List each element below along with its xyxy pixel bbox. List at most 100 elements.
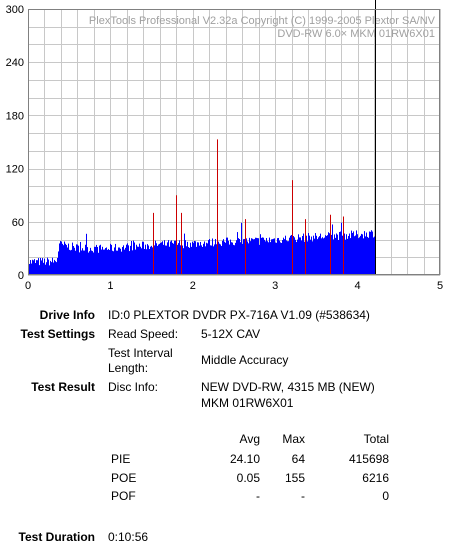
pie-bar — [372, 231, 373, 275]
pie-bar — [143, 241, 144, 275]
pie-bar — [156, 243, 157, 275]
pie-bar — [66, 245, 67, 275]
pie-bar — [124, 249, 125, 275]
pie-bar — [259, 244, 260, 275]
pie-bar — [231, 242, 232, 275]
pie-bar — [103, 249, 104, 275]
pie-bar — [333, 239, 334, 275]
pie-bar — [88, 252, 89, 275]
pie-bar — [244, 238, 245, 275]
pie-bar — [162, 241, 163, 275]
pie-bar — [89, 251, 90, 275]
pie-bar — [178, 243, 179, 275]
y-tick-label: 180 — [6, 110, 24, 122]
x-tick-label: 1 — [107, 280, 113, 292]
pie-bar — [148, 245, 149, 275]
row-pie-total: 415698 — [348, 452, 389, 466]
pie-bar — [357, 234, 358, 275]
drive-info-value: ID:0 PLEXTOR DVDR PX-716A V1.09 (#538634… — [108, 308, 370, 322]
pie-bar — [86, 233, 87, 275]
pie-bar — [298, 234, 299, 275]
pie-bar — [326, 235, 327, 275]
pie-bar — [220, 244, 221, 275]
pie-bar — [49, 265, 50, 275]
pie-bar — [337, 234, 338, 275]
pie-bar — [159, 243, 160, 275]
pie-bar — [52, 257, 53, 275]
pie-bar — [230, 239, 231, 275]
row-poe-avg: 0.05 — [236, 471, 260, 485]
pie-bar — [78, 245, 79, 275]
pie-bar — [265, 241, 266, 275]
x-tick-label: 0 — [25, 280, 31, 292]
pie-bar — [346, 234, 347, 275]
pie-bar — [241, 222, 242, 275]
pie-bar — [74, 247, 75, 275]
pie-bar — [169, 246, 170, 275]
pie-bar — [145, 244, 146, 275]
pie-bar — [219, 243, 220, 275]
pie-bar — [87, 247, 88, 275]
pie-bar — [47, 257, 48, 275]
pie-bar — [32, 259, 33, 275]
pie-bar — [285, 235, 286, 275]
chart-title-line: PlexTools Professional V2.32a Copyright … — [89, 15, 436, 27]
pie-bar — [300, 237, 301, 275]
pie-bar — [144, 248, 145, 275]
pie-bar — [118, 247, 119, 275]
pie-bar — [85, 244, 86, 275]
pie-bar — [187, 241, 188, 275]
pie-bar — [237, 232, 238, 275]
y-tick-label: 0 — [18, 270, 24, 282]
pie-bar — [83, 250, 84, 275]
pie-bar — [29, 263, 30, 275]
pie-bar — [64, 241, 65, 275]
pie-bar — [345, 239, 346, 275]
pie-bar — [224, 241, 225, 275]
pie-bar — [286, 240, 287, 275]
pie-bar — [122, 247, 123, 275]
pie-bar — [339, 231, 340, 275]
pie-bar — [137, 246, 138, 275]
pie-bar — [362, 234, 363, 275]
pie-bar — [180, 245, 181, 275]
pie-bar — [112, 250, 113, 275]
pie-bar — [59, 243, 60, 275]
pie-bar — [313, 235, 314, 275]
pie-bar — [121, 251, 122, 275]
pie-bar — [369, 231, 370, 275]
pie-chart: PlexTools Professional V2.32a Copyright … — [6, 0, 443, 292]
pie-bar — [139, 243, 140, 275]
pie-bar — [167, 242, 168, 275]
pie-bar — [213, 246, 214, 275]
pie-bar — [54, 259, 55, 275]
pie-bar — [168, 240, 169, 275]
pie-bar — [62, 243, 63, 275]
interval-label-line1: Test Interval — [108, 346, 173, 360]
pie-bar — [140, 246, 141, 275]
pie-bar — [31, 263, 32, 275]
pie-bar — [41, 260, 42, 275]
pie-bar — [151, 245, 152, 275]
col-header-avg: Avg — [239, 432, 260, 446]
pie-bar — [221, 246, 222, 275]
pie-bar — [182, 245, 183, 275]
row-pie-avg: 24.10 — [229, 452, 260, 466]
interval-label-line2: Length: — [108, 361, 149, 375]
pie-bar — [172, 242, 173, 275]
pie-bar — [157, 245, 158, 275]
pie-bar — [324, 237, 325, 275]
pie-bar — [170, 241, 171, 275]
pie-bar — [155, 240, 156, 275]
pie-bar — [97, 247, 98, 275]
pie-bar — [310, 239, 311, 275]
pie-bar — [73, 246, 74, 275]
pie-bar — [71, 249, 72, 275]
pie-bar — [84, 250, 85, 275]
pie-bar — [110, 243, 111, 275]
pie-bar — [336, 233, 337, 275]
pie-bar — [177, 244, 178, 275]
pie-bar — [80, 241, 81, 275]
pie-bar — [297, 239, 298, 275]
pie-bar — [37, 260, 38, 275]
